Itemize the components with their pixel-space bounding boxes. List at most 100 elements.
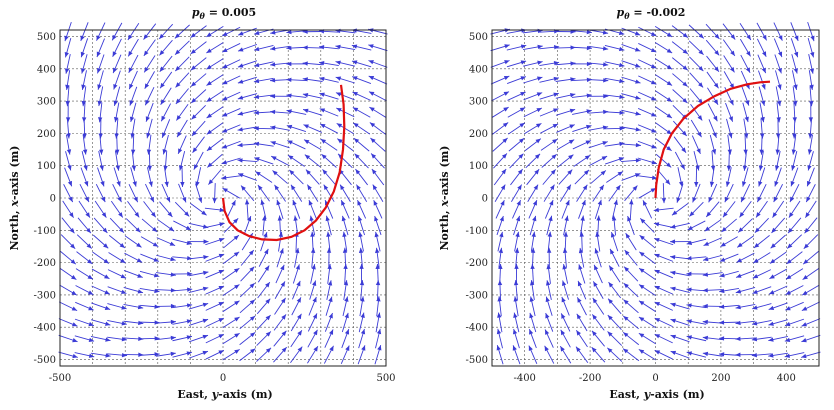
left-field-arrowhead (103, 243, 109, 249)
left-field-arrowhead (293, 215, 298, 221)
right-y-axis-label: North, x-axis (m) (438, 145, 451, 250)
right-field-arrowhead (793, 68, 798, 74)
right-field-arrowhead (602, 125, 609, 130)
left-field-arrowhead (69, 212, 74, 218)
left-field-arrowhead (144, 83, 150, 89)
left-field-arrowhead (71, 306, 78, 311)
right-field-arrowhead (809, 101, 814, 107)
left-field-arrowhead (86, 243, 92, 249)
right-y-tick-label: -100 (466, 226, 488, 237)
left-field-arrowhead (312, 296, 317, 303)
right-y-tick-label: -200 (466, 258, 488, 269)
right-field-arrowhead (613, 199, 618, 205)
left-vector-field (58, 21, 388, 365)
right-field-arrowhead (514, 247, 520, 253)
right-field-arrowhead (502, 122, 509, 128)
right-field-arrowhead (694, 181, 699, 187)
left-field-arrowhead (131, 165, 137, 171)
right-field-arrowhead (561, 313, 566, 319)
right-field-arrowhead (682, 81, 688, 87)
right-field-arrowhead (599, 184, 604, 191)
right-field-arrowhead (751, 337, 758, 342)
left-field-arrowhead (319, 45, 325, 50)
right-field-arrowhead (634, 31, 641, 36)
right-y-tick-label: -500 (466, 355, 488, 366)
left-field-arrowhead (186, 319, 193, 324)
left-field-arrowhead (244, 199, 250, 205)
left-field-arrowhead (186, 351, 192, 356)
left-field-arrowhead (270, 46, 276, 51)
right-field-arrowhead (627, 216, 632, 222)
left-field-arrowhead (71, 290, 77, 296)
left-field-arrowhead (231, 200, 236, 206)
left-field-arrowhead (112, 34, 117, 41)
right-field-arrowhead (576, 330, 581, 336)
right-field-arrowhead (768, 321, 774, 326)
left-y-tick-label: -200 (34, 258, 56, 269)
left-field-arrowhead (222, 96, 228, 101)
left-field-arrowhead (162, 148, 167, 155)
right-field-arrowhead (586, 29, 592, 35)
right-field-arrowhead (737, 242, 743, 248)
right-field-arrowhead (790, 180, 795, 187)
left-y-tick-label: 200 (37, 129, 56, 140)
right-field-arrowhead (518, 138, 525, 144)
left-field-arrowhead (287, 140, 293, 145)
right-field-arrowhead (608, 282, 614, 288)
right-field-arrowhead (713, 82, 719, 89)
left-field-arrowhead (202, 318, 209, 323)
left-field-arrowhead (297, 330, 302, 336)
right-field-arrowhead (719, 273, 725, 278)
right-field-arrowhead (601, 156, 608, 161)
right-field-arrowhead (501, 168, 507, 175)
right-field-arrowhead (670, 318, 676, 323)
left-field-arrowhead (175, 65, 181, 72)
left-field-arrowhead (134, 212, 140, 218)
left-field-arrowhead (104, 274, 110, 279)
left-field-arrowhead (206, 97, 212, 102)
right-field-arrowhead (760, 116, 765, 123)
right-field-arrowhead (638, 317, 645, 322)
left-field-arrowhead (352, 92, 358, 97)
right-field-arrowhead (802, 290, 808, 296)
right-y-tick-label: -400 (466, 323, 488, 334)
right-field-arrowhead (549, 184, 555, 191)
left-field-arrowhead (67, 165, 72, 171)
right-field-arrowhead (569, 108, 576, 114)
left-field-arrowhead (117, 196, 122, 203)
left-field-arrowhead (351, 60, 358, 65)
left-field-arrowhead (328, 296, 333, 303)
left-field-arrowhead (202, 286, 209, 291)
right-field-arrowhead (563, 231, 569, 237)
left-field-arrowhead (234, 284, 240, 290)
left-field-arrowhead (222, 64, 228, 69)
left-field-arrowhead (136, 242, 142, 248)
right-field-arrowhead (735, 304, 741, 310)
left-field-arrowhead (80, 68, 86, 74)
left-field-arrowhead (319, 108, 326, 113)
left-field-arrowhead (359, 280, 365, 286)
right-field-arrowhead (638, 333, 645, 338)
right-field-arrowhead (681, 147, 687, 153)
left-field-arrowhead (97, 100, 102, 107)
right-field-arrowhead (519, 122, 525, 128)
left-field-arrowhead (257, 185, 263, 191)
right-field-arrowhead (586, 124, 592, 130)
right-field-arrowhead (553, 76, 559, 82)
left-field-arrowhead (129, 116, 135, 123)
right-field-arrowhead (666, 48, 673, 54)
right-field-arrowhead (501, 153, 507, 159)
left-field-arrowhead (351, 44, 358, 49)
left-field-arrowhead (237, 79, 244, 84)
left-field-arrowhead (133, 196, 138, 203)
right-field-arrowhead (607, 331, 613, 337)
left-field-arrowhead (187, 287, 193, 292)
left-field-arrowhead (218, 269, 225, 275)
left-field-arrowhead (222, 188, 228, 193)
right-field-arrowhead (553, 45, 560, 50)
left-y-tick-labels: -500 -400 -300 -200 -100 0 100 200 300 400 500 (34, 32, 56, 366)
right-field-arrowhead (704, 226, 710, 232)
left-field-arrowhead (237, 111, 244, 116)
right-x-tick-label: 200 (711, 373, 730, 384)
right-field-arrowhead (678, 181, 684, 187)
